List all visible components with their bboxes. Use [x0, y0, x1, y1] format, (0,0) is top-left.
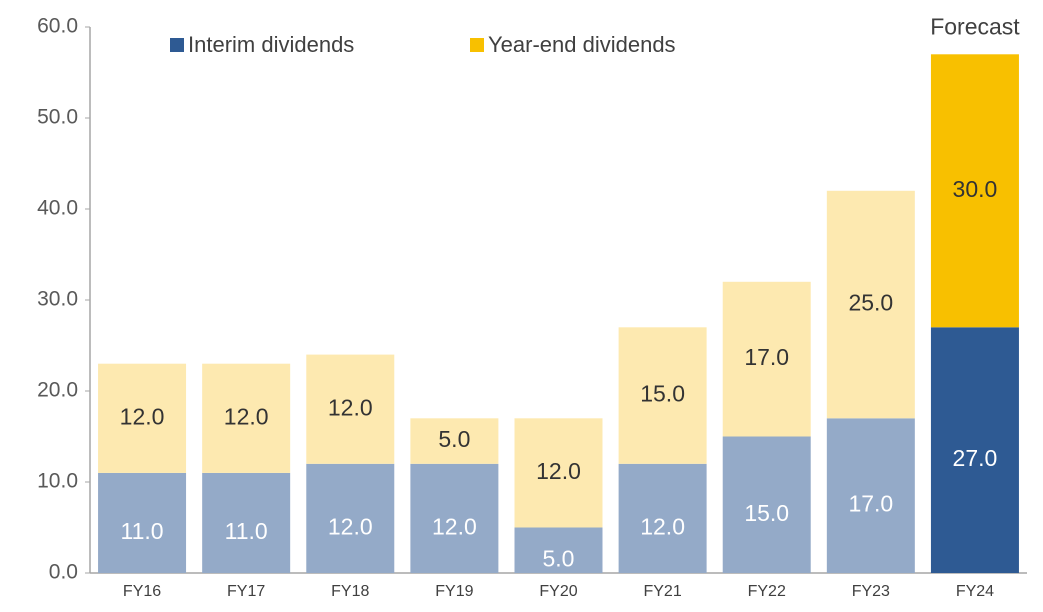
- bar-segment: [826, 418, 915, 573]
- value-label: 15.0: [640, 381, 685, 407]
- value-label: 12.0: [328, 394, 373, 420]
- x-tick-label: FY16: [123, 583, 161, 600]
- value-label: 17.0: [744, 344, 789, 370]
- value-label: 5.0: [438, 426, 470, 452]
- legend-label: Interim dividends: [188, 32, 354, 57]
- legend-swatch: [470, 38, 484, 52]
- y-tick-label: 0.0: [49, 561, 78, 584]
- value-label: 12.0: [536, 458, 581, 484]
- bar-segment: [306, 463, 395, 573]
- value-label: 17.0: [848, 491, 893, 517]
- value-label: 12.0: [328, 513, 373, 539]
- y-tick-label: 10.0: [37, 470, 78, 493]
- value-label: 30.0: [953, 176, 998, 202]
- value-label: 15.0: [744, 500, 789, 526]
- value-label: 5.0: [543, 545, 575, 571]
- value-label: 27.0: [953, 445, 998, 471]
- bar-segment: [722, 436, 811, 573]
- value-label: 12.0: [432, 513, 477, 539]
- x-tick-label: FY20: [539, 583, 577, 600]
- bar-segment: [618, 463, 707, 573]
- bar-segment: [722, 281, 811, 437]
- x-tick-label: FY18: [331, 583, 369, 600]
- y-tick-label: 30.0: [37, 288, 78, 311]
- x-tick-label: FY24: [956, 583, 994, 600]
- bar-segment: [826, 190, 915, 419]
- value-label: 12.0: [120, 403, 165, 429]
- bar-segment: [930, 327, 1019, 573]
- y-tick-label: 60.0: [37, 15, 78, 38]
- x-tick-label: FY23: [852, 583, 890, 600]
- value-label: 12.0: [640, 513, 685, 539]
- bar-segment: [410, 418, 499, 464]
- bar-segment: [618, 327, 707, 464]
- bar-segment: [98, 363, 187, 473]
- bar-segment: [202, 472, 291, 573]
- bar-segment: [98, 472, 187, 573]
- y-tick-label: 50.0: [37, 106, 78, 129]
- x-tick-label: FY21: [643, 583, 681, 600]
- y-tick-label: 40.0: [37, 197, 78, 220]
- value-label: 12.0: [224, 403, 269, 429]
- legend-label: Year-end dividends: [488, 32, 676, 57]
- legend-swatch: [170, 38, 184, 52]
- value-label: 11.0: [121, 518, 164, 544]
- bar-segment: [410, 463, 499, 573]
- x-tick-label: FY22: [748, 583, 786, 600]
- x-tick-label: FY19: [435, 583, 473, 600]
- value-label: 11.0: [225, 518, 268, 544]
- annotation: Forecast: [930, 13, 1020, 39]
- bar-segment: [514, 527, 603, 573]
- bar-segment: [306, 354, 395, 464]
- y-tick-label: 20.0: [37, 379, 78, 402]
- x-tick-label: FY17: [227, 583, 265, 600]
- bar-segment: [930, 54, 1019, 328]
- bar-segment: [202, 363, 291, 473]
- bar-segment: [514, 418, 603, 528]
- value-label: 25.0: [848, 290, 893, 316]
